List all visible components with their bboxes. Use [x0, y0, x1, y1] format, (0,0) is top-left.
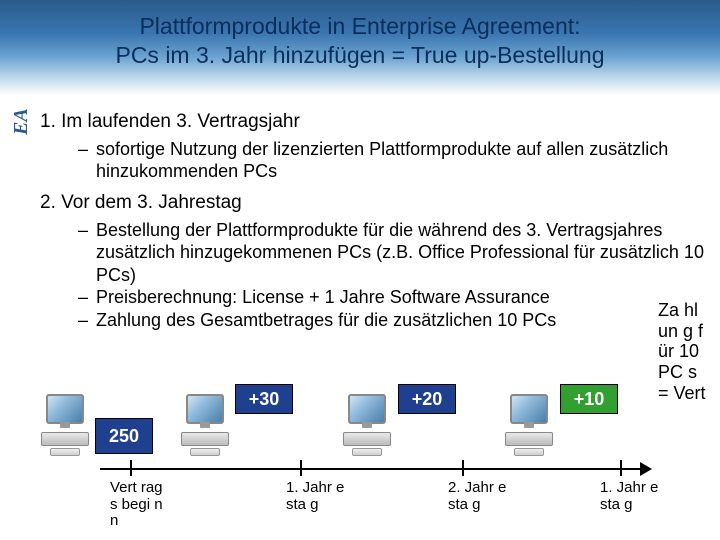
timeline-label: 1. Jahr esta g	[286, 480, 346, 513]
timeline-label: 2. Jahr esta g	[448, 480, 508, 513]
timeline-label: 1. Jahr esta g	[600, 480, 660, 513]
timeline-tick	[130, 460, 132, 476]
pc-count-add: +30	[235, 384, 293, 414]
side-cutoff-text: Za hl un g für 10 PC s = Vert	[658, 300, 706, 403]
content-body: 1. Im laufenden 3. Vertragsjahr sofortig…	[40, 110, 708, 339]
pc-count-base: 250	[95, 418, 153, 454]
sub-item: Bestellung der Plattformprodukte für die…	[78, 219, 708, 287]
list-item-2: 2. Vor dem 3. Jahrestag	[40, 191, 708, 215]
timeline-diagram: 250 +30 +20 +10 Vert rags begi nn 1. Jahr e…	[40, 380, 650, 530]
list-item-1: 1. Im laufenden 3. Vertragsjahr	[40, 110, 708, 134]
computer-icon	[40, 394, 90, 456]
ea-side-label: EA	[10, 108, 33, 135]
pc-count-add: +20	[398, 384, 456, 414]
timeline-tick	[620, 460, 622, 476]
timeline-tick	[462, 460, 464, 476]
timeline-label: Vert rags begi nn	[110, 480, 170, 530]
timeline-axis	[100, 468, 650, 470]
computer-icon	[180, 394, 230, 456]
computer-icon	[342, 394, 392, 456]
arrow-right-icon	[640, 462, 652, 476]
pc-count-add: +10	[560, 384, 618, 414]
sub-item: Zahlung des Gesamtbetrages für die zusät…	[78, 309, 708, 332]
sub-item: Preisberechnung: License + 1 Jahre Softw…	[78, 286, 708, 309]
title-line2: PCs im 3. Jahr hinzufügen = True up-Best…	[0, 41, 720, 70]
title-line1: Plattformprodukte in Enterprise Agreemen…	[0, 12, 720, 41]
slide-title: Plattformprodukte in Enterprise Agreemen…	[0, 12, 720, 70]
computer-icon	[504, 394, 554, 456]
sub-item: sofortige Nutzung der lizenzierten Platt…	[78, 138, 708, 183]
timeline-tick	[300, 460, 302, 476]
title-band: Plattformprodukte in Enterprise Agreemen…	[0, 0, 720, 95]
